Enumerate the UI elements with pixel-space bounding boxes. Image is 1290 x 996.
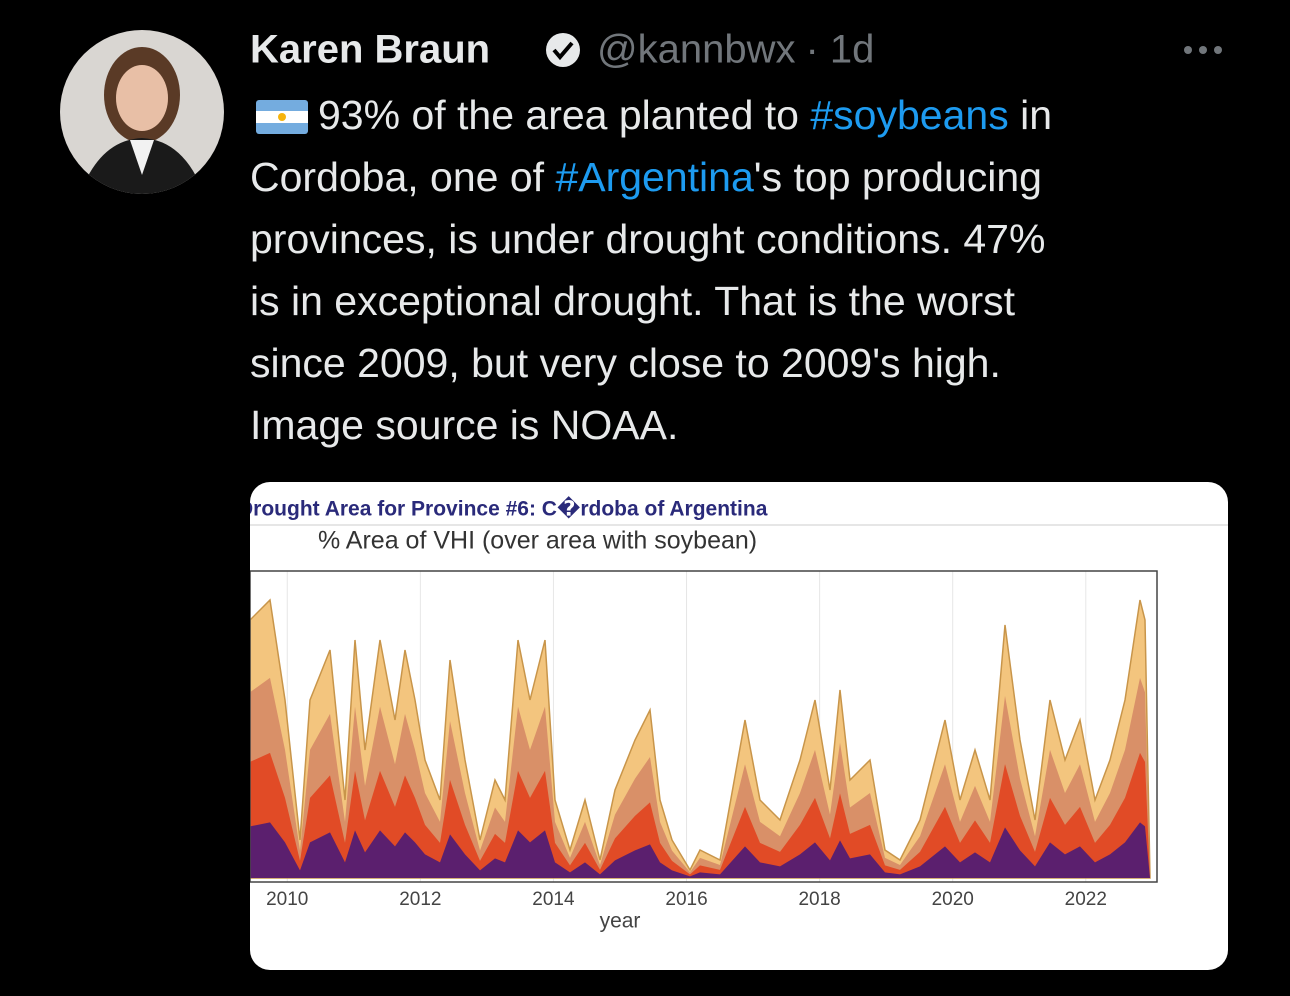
text-segment: Image source is NOAA. (250, 402, 678, 448)
text-segment: in (1009, 92, 1052, 138)
text-line: Cordoba, one of #Argentina's top produci… (250, 154, 1042, 200)
handle[interactable]: @kannbwx (597, 28, 795, 72)
x-tick-label: 2018 (798, 889, 840, 910)
text-line: 93% of the area planted to #soybeans in (318, 92, 1052, 138)
text-segment: 's top producing (754, 154, 1042, 200)
more-menu[interactable] (1184, 46, 1222, 54)
avatar[interactable] (60, 30, 224, 194)
author-name[interactable]: Karen Braun (250, 28, 490, 72)
hashtag[interactable]: #soybeans (810, 92, 1008, 138)
x-tick-label: 2022 (1065, 889, 1107, 910)
text-segment: 93% of the area planted to (318, 92, 810, 138)
tweet-text: 93% of the area planted to #soybeans in C… (250, 92, 1052, 448)
timestamp[interactable]: · 1d (805, 28, 874, 72)
text-segment: since 2009, but very close to 2009's hig… (250, 340, 1001, 386)
chart-title: Drought Area for Province #6: C�rdoba of… (238, 496, 768, 521)
verified-badge (546, 33, 580, 67)
text-segment: provinces, is under drought conditions. … (250, 216, 1045, 262)
hashtag[interactable]: #Argentina (555, 154, 754, 200)
flag-argentina (256, 100, 308, 134)
text-line: is in exceptional drought. That is the w… (250, 278, 1016, 324)
text-line: Image source is NOAA. (250, 402, 678, 448)
x-tick-label: 2010 (266, 889, 308, 910)
chart-subtitle: % Area of VHI (over area with soybean) (318, 527, 757, 555)
x-tick-label: 2014 (532, 889, 575, 910)
text-segment: is in exceptional drought. That is the w… (250, 278, 1016, 324)
text-segment: Cordoba, one of (250, 154, 555, 200)
x-tick-label: 2020 (932, 889, 974, 910)
x-tick-label: 2012 (399, 889, 441, 910)
text-line: provinces, is under drought conditions. … (250, 216, 1045, 262)
x-tick-label: 2016 (665, 889, 707, 910)
media-card[interactable]: Drought Area for Province #6: C�rdoba of… (238, 482, 1228, 970)
x-axis-label: year (600, 910, 641, 933)
text-line: since 2009, but very close to 2009's hig… (250, 340, 1001, 386)
